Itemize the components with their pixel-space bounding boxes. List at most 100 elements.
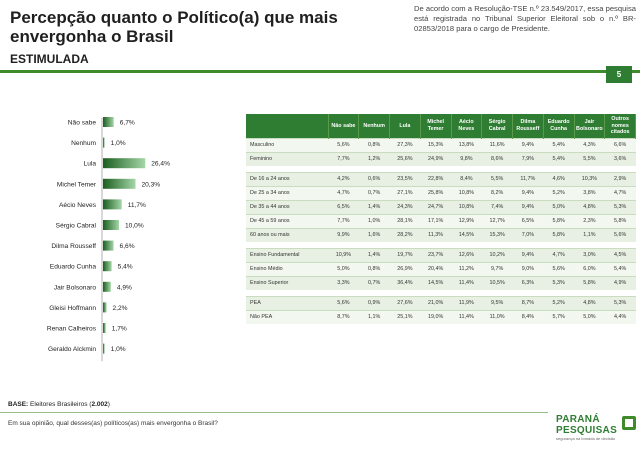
row-label: 60 anos ou mais bbox=[246, 227, 328, 242]
table-cell: 27,6% bbox=[389, 295, 421, 310]
table-cell: 5,6% bbox=[328, 137, 359, 152]
table-cell: 24,7% bbox=[420, 199, 451, 214]
table-cell: 8,6% bbox=[481, 151, 513, 166]
table-cell: 25,8% bbox=[420, 185, 451, 200]
column-header: Eduardo Cunha bbox=[543, 114, 575, 138]
table-cell: 12,7% bbox=[481, 213, 513, 228]
group-spacer bbox=[246, 242, 636, 248]
table-cell: 24,3% bbox=[389, 199, 421, 214]
bar bbox=[103, 117, 114, 127]
bar-value-label: 5,4% bbox=[118, 264, 133, 271]
base-note: BASE: Eleitores Brasileiros (2.002) bbox=[8, 401, 110, 408]
table-cell: 1,1% bbox=[358, 309, 390, 324]
table-cell: 24,9% bbox=[420, 151, 451, 166]
table-cell: 17,1% bbox=[420, 213, 451, 228]
table-cell: 8,4% bbox=[451, 171, 482, 186]
bar bbox=[103, 158, 146, 169]
table-cell: 9,9% bbox=[328, 227, 359, 242]
table-cell: 5,4% bbox=[543, 137, 574, 152]
table-cell: 5,5% bbox=[574, 151, 605, 166]
base-label: BASE: bbox=[8, 401, 29, 408]
table-cell: 0,9% bbox=[358, 295, 390, 310]
bar-value-label: 26,4% bbox=[151, 161, 170, 168]
row-label: Masculino bbox=[246, 137, 328, 152]
table-cell: 15,3% bbox=[420, 137, 451, 152]
row-label: De 35 a 44 anos bbox=[246, 199, 328, 214]
column-header: Nenhum bbox=[358, 114, 390, 138]
table-cell: 8,4% bbox=[512, 309, 544, 324]
table-cell: 1,6% bbox=[358, 227, 390, 242]
table-cell: 9,4% bbox=[512, 199, 544, 214]
table-cell: 4,8% bbox=[574, 295, 605, 310]
table-cell: 5,8% bbox=[574, 275, 605, 290]
table-cell: 26,9% bbox=[389, 261, 421, 276]
bar-value-label: 1,0% bbox=[111, 140, 126, 147]
bar-category-label: Michel Temer bbox=[57, 181, 97, 188]
table-cell: 4,6% bbox=[543, 171, 574, 186]
bar-value-label: 10,0% bbox=[125, 223, 144, 230]
table-cell: 5,8% bbox=[543, 227, 574, 242]
table-cell: 11,6% bbox=[481, 137, 513, 152]
bar-category-label: Não sabe bbox=[68, 120, 97, 127]
bar bbox=[103, 302, 107, 313]
table-cell: 1,1% bbox=[574, 227, 605, 242]
crosstab-table: Não sabe Nenhum Lula Michel Temer Aécio Neve… bbox=[246, 114, 636, 324]
bar-value-label: 20,3% bbox=[141, 181, 160, 188]
table-cell: 7,0% bbox=[512, 227, 544, 242]
column-header: Aécio Neves bbox=[451, 114, 483, 138]
table-cell: 3,3% bbox=[328, 275, 359, 290]
table-row: De 25 a 34 anos 4,7% 0,7% 27,1% 25,8% 10,8% 8,… bbox=[246, 185, 636, 200]
table-cell: 5,8% bbox=[543, 213, 574, 228]
bar-value-label: 6,7% bbox=[120, 120, 135, 127]
row-label: De 16 a 24 anos bbox=[246, 171, 328, 186]
bar-category-label: Geraldo Alckmin bbox=[48, 346, 96, 353]
table-row: Ensino Médio 5,0% 0,8% 26,9% 20,4% 11,2% 9,7% 9… bbox=[246, 261, 636, 276]
table-cell: 20,4% bbox=[420, 261, 451, 276]
table-row: Feminino 7,7% 1,2% 25,6% 24,9% 9,8% 8,6% 7,9% 5,… bbox=[246, 151, 636, 166]
table-row: De 16 a 24 anos 4,2% 0,6% 23,5% 22,8% 8,4% 5,5… bbox=[246, 171, 636, 186]
table-cell: 11,4% bbox=[451, 309, 482, 324]
table-cell: 9,5% bbox=[481, 295, 513, 310]
page-subtitle: ESTIMULADA bbox=[10, 52, 89, 66]
table-cell: 1,2% bbox=[358, 151, 390, 166]
table-cell: 27,1% bbox=[389, 185, 421, 200]
table-cell: 10,5% bbox=[481, 275, 513, 290]
row-label: De 25 a 34 anos bbox=[246, 185, 328, 200]
base-value: 2.002 bbox=[91, 401, 108, 408]
bar-category-label: Eduardo Cunha bbox=[50, 264, 97, 271]
table-cell: 6,3% bbox=[512, 275, 544, 290]
table-cell: 0,8% bbox=[358, 137, 390, 152]
row-label: Não PEA bbox=[246, 309, 328, 324]
survey-question: Em sua opinião, qual desses(as) político… bbox=[8, 420, 218, 427]
column-header: Dilma Rousseff bbox=[512, 114, 544, 138]
table-row: De 45 a 59 anos 7,7% 1,0% 28,1% 17,1% 12,9% 12… bbox=[246, 213, 636, 228]
bar-category-label: Jair Bolsonaro bbox=[54, 284, 96, 291]
bar-category-label: Lula bbox=[84, 161, 97, 168]
table-cell: 5,3% bbox=[604, 199, 636, 214]
table-cell: 9,0% bbox=[512, 261, 544, 276]
bar-value-label: 2,2% bbox=[113, 305, 128, 312]
bar bbox=[103, 137, 105, 148]
table-cell: 27,3% bbox=[389, 137, 421, 152]
table-cell: 19,7% bbox=[389, 247, 421, 262]
column-header: Sérgio Cabral bbox=[481, 114, 513, 138]
table-cell: 10,8% bbox=[451, 185, 482, 200]
table-cell: 1,4% bbox=[358, 247, 390, 262]
table-cell: 11,4% bbox=[451, 275, 482, 290]
table-corner bbox=[246, 114, 329, 138]
table-cell: 10,2% bbox=[481, 247, 513, 262]
table-cell: 2,9% bbox=[604, 171, 636, 186]
table-cell: 6,5% bbox=[328, 199, 359, 214]
table-cell: 14,5% bbox=[420, 275, 451, 290]
column-header: Lula bbox=[389, 114, 421, 138]
table-cell: 6,0% bbox=[574, 261, 605, 276]
table-cell: 8,2% bbox=[481, 185, 513, 200]
table-cell: 13,8% bbox=[451, 137, 482, 152]
footer-rule bbox=[0, 412, 548, 413]
bar bbox=[103, 178, 136, 189]
bar-value-label: 4,9% bbox=[117, 284, 132, 291]
table-cell: 9,8% bbox=[451, 151, 482, 166]
table-cell: 4,2% bbox=[328, 171, 359, 186]
table-cell: 9,4% bbox=[512, 137, 544, 152]
table-cell: 28,2% bbox=[389, 227, 421, 242]
